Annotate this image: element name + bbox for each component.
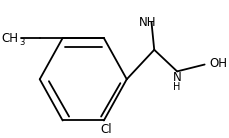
Text: CH: CH (2, 31, 19, 45)
Text: Cl: Cl (100, 123, 112, 136)
Text: NH: NH (139, 16, 156, 29)
Text: N: N (172, 71, 181, 84)
Text: OH: OH (208, 57, 226, 70)
Text: H: H (173, 82, 180, 92)
Text: 3: 3 (19, 38, 25, 47)
